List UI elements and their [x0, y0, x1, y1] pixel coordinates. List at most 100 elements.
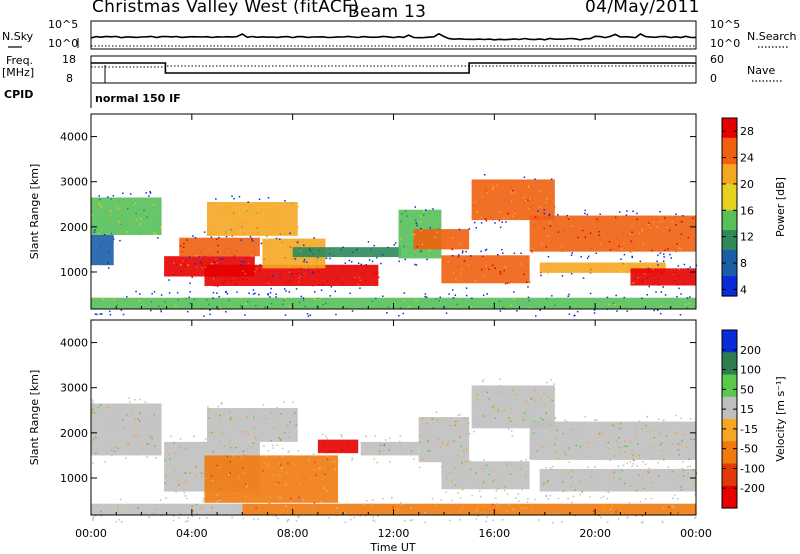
echo-point	[420, 215, 422, 217]
station-title: Christmas Valley West (fitACF)	[92, 0, 360, 17]
echo-point	[567, 218, 570, 220]
echo-point	[97, 411, 100, 414]
echo-point	[497, 254, 499, 256]
echo-point	[545, 494, 548, 497]
echo-point	[244, 496, 246, 498]
echo-point	[223, 413, 225, 415]
echo-point	[473, 472, 476, 475]
echo-point	[303, 244, 305, 246]
echo-point	[275, 293, 277, 295]
echo-point	[475, 472, 477, 474]
colorbar-segment	[722, 183, 737, 192]
echo-point	[449, 425, 452, 427]
echo-point	[451, 499, 454, 502]
echo-point	[184, 495, 187, 497]
echo-point	[108, 250, 110, 252]
echo-point	[313, 245, 315, 247]
echo-point	[217, 405, 219, 408]
echo-point	[554, 304, 556, 307]
panel-frame-1	[90, 113, 697, 310]
echo-point	[545, 246, 548, 248]
echo-point	[671, 246, 674, 248]
echo-point	[187, 264, 189, 266]
echo-point	[459, 497, 462, 499]
echo-point	[239, 222, 242, 224]
echo-point	[410, 452, 412, 454]
echo-point	[410, 450, 413, 452]
echo-point	[415, 300, 417, 302]
echo-point	[205, 298, 208, 301]
echo-point	[638, 454, 640, 457]
echo-point	[401, 453, 404, 455]
echo-point	[531, 251, 533, 253]
echo-point	[689, 418, 692, 420]
echo-point	[270, 440, 272, 442]
echo-point	[290, 273, 293, 275]
echo-point	[496, 488, 499, 490]
echo-point	[115, 521, 118, 523]
echo-point	[295, 520, 298, 522]
echo-point	[204, 477, 207, 479]
echo-point	[610, 482, 612, 484]
echo-point	[540, 274, 542, 277]
echo-point	[618, 518, 620, 520]
echo-point	[207, 455, 209, 458]
echo-point	[308, 475, 310, 478]
echo-point	[164, 301, 166, 303]
echo-point	[219, 488, 221, 491]
echo-point	[175, 305, 177, 307]
echo-point	[326, 458, 329, 461]
echo-point	[633, 459, 635, 462]
echo-point	[219, 273, 221, 275]
echo-point	[126, 224, 128, 226]
echo-point	[617, 465, 620, 467]
echo-point	[408, 306, 410, 308]
echo-point	[177, 479, 179, 481]
echo-point	[459, 242, 461, 245]
echo-point	[291, 202, 293, 205]
echo-point	[199, 247, 201, 249]
echo-point	[201, 263, 203, 266]
colorbar-frame	[721, 329, 738, 509]
echo-point	[400, 501, 402, 504]
echo-point	[151, 293, 153, 295]
echo-point	[216, 464, 218, 467]
echo-point	[491, 406, 494, 408]
echo-point	[286, 220, 289, 223]
echo-point	[286, 424, 289, 426]
echo-point	[286, 520, 288, 523]
echo-point	[290, 226, 292, 228]
colorbar-tick-label: 200	[740, 344, 761, 357]
echo-point	[541, 446, 544, 449]
echo-point	[216, 262, 218, 264]
echo-point	[185, 520, 187, 523]
echo-point	[255, 438, 257, 441]
echo-point	[658, 284, 660, 286]
echo-point	[98, 202, 100, 205]
echo-point	[623, 265, 625, 267]
echo-point	[221, 432, 223, 435]
echo-point	[382, 295, 384, 297]
echo-point	[618, 477, 621, 480]
echo-point	[419, 441, 421, 443]
echo-point	[692, 469, 694, 471]
echo-point	[216, 500, 218, 503]
echo-point	[132, 410, 134, 412]
echo-point	[283, 432, 286, 434]
echo-point	[415, 222, 418, 224]
echo-point	[110, 454, 113, 456]
echo-point	[690, 276, 692, 278]
echo-point	[398, 315, 400, 317]
echo-point	[647, 302, 650, 305]
echo-point	[276, 407, 278, 409]
echo-point	[225, 231, 227, 233]
echo-point	[209, 309, 211, 311]
echo-point	[240, 239, 242, 241]
echo-point	[456, 303, 458, 306]
echo-point	[646, 489, 649, 492]
echo-point	[636, 489, 638, 492]
echo-point	[420, 227, 422, 230]
echo-point	[128, 443, 130, 445]
echo-point	[434, 236, 437, 238]
